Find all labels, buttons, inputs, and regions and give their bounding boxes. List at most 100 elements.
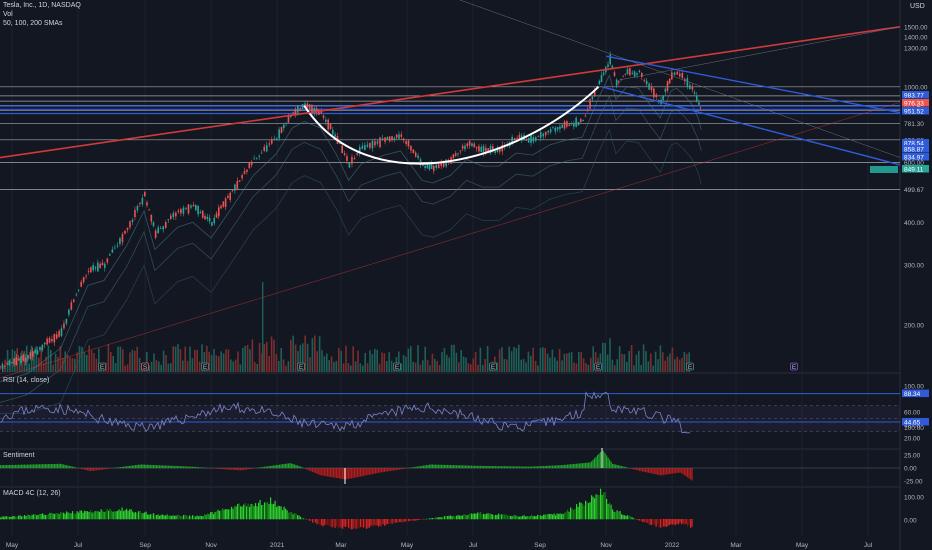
- macd-bar: [352, 519, 354, 529]
- earnings-marker: [297, 362, 305, 371]
- sentiment-bar: [645, 468, 647, 473]
- candle-body: [489, 146, 492, 154]
- macd-bar: [193, 516, 195, 520]
- candle-body: [552, 127, 554, 129]
- macd-bar: [51, 512, 53, 520]
- candle-body: [559, 126, 561, 129]
- macd-bar: [184, 514, 186, 520]
- volume-bar: [270, 336, 273, 372]
- volume-bar: [306, 343, 309, 372]
- candle-body: [260, 152, 263, 154]
- macd-bar: [118, 509, 120, 520]
- candle-body: [6, 363, 8, 365]
- candle-body: [87, 270, 90, 272]
- macd-bar: [480, 512, 482, 520]
- macd-bar: [30, 515, 32, 520]
- sentiment-bar: [687, 468, 689, 478]
- macd-axis-label: 0.00: [904, 518, 917, 525]
- x-tick-label: 2022: [665, 542, 680, 549]
- volume-bar: [426, 359, 429, 372]
- macd-bar: [3, 516, 5, 520]
- volume-bar: [50, 349, 52, 372]
- candle-body: [243, 171, 246, 174]
- macd-bar: [13, 515, 15, 520]
- candle-body: [589, 99, 591, 109]
- candle-body: [466, 143, 469, 147]
- macd-bar: [654, 519, 656, 525]
- volume-bar: [424, 346, 426, 372]
- candle-body: [258, 156, 260, 157]
- sentiment-bar: [538, 466, 540, 469]
- volume-bar: [338, 347, 340, 372]
- volume-bar: [234, 359, 237, 372]
- candle-body: [220, 205, 222, 209]
- candle-body: [537, 135, 540, 137]
- candle-body: [626, 69, 629, 74]
- volume-bar: [299, 344, 302, 372]
- macd-bar: [285, 508, 287, 520]
- macd-bar: [219, 510, 221, 520]
- volume-bar: [126, 364, 129, 372]
- candle-body: [63, 323, 65, 329]
- volume-bar: [616, 359, 618, 372]
- sentiment-bar: [447, 464, 449, 469]
- sentiment-bar: [520, 466, 522, 469]
- candle-body: [343, 153, 346, 156]
- sentiment-bar: [576, 463, 578, 469]
- macd-bar: [490, 513, 492, 520]
- volume-bar: [273, 339, 275, 372]
- volume-bar: [246, 344, 249, 372]
- volume-bar: [534, 360, 537, 372]
- candle-body: [577, 121, 580, 126]
- macd-bar: [145, 511, 147, 520]
- candle-body: [573, 123, 575, 127]
- sentiment-bar: [225, 468, 227, 470]
- macd-bar: [132, 511, 134, 520]
- volume-bar: [477, 364, 479, 372]
- macd-bar: [399, 519, 401, 523]
- price-tag-label: 976.33: [904, 100, 924, 107]
- macd-bar: [45, 515, 47, 520]
- sentiment-bar: [622, 466, 624, 469]
- volume-bar: [446, 354, 448, 372]
- macd-bar: [343, 519, 345, 527]
- macd-bar: [514, 515, 516, 520]
- sentiment-bar: [499, 466, 501, 469]
- x-tick-label: Mar: [335, 542, 347, 549]
- macd-bar: [297, 515, 299, 520]
- earnings-marker-label: S: [143, 364, 148, 371]
- macd-bar: [379, 519, 381, 526]
- volume-bar: [362, 365, 364, 372]
- sentiment-bar: [537, 466, 539, 469]
- candle-body: [287, 115, 290, 123]
- volume-bar: [506, 359, 508, 372]
- candle-body: [136, 206, 139, 211]
- candle-body: [480, 146, 483, 152]
- volume-bar: [155, 360, 158, 372]
- volume-bar: [390, 360, 393, 372]
- macd-bar: [303, 518, 305, 520]
- sentiment-bar: [108, 468, 110, 469]
- price-tag: [902, 107, 929, 115]
- candle-body: [471, 143, 473, 147]
- volume-bar: [510, 351, 513, 372]
- rsi-line: [0, 391, 690, 434]
- macd-bar: [637, 519, 639, 521]
- sentiment-bar: [459, 465, 461, 469]
- macd-bar: [373, 519, 375, 526]
- gray-fan-line: [621, 26, 901, 80]
- price-tag-label: 878.54: [904, 140, 924, 147]
- volume-bar: [18, 357, 21, 372]
- volume-bar: [249, 349, 251, 372]
- macd-bar: [262, 504, 264, 520]
- sentiment-bar: [234, 468, 236, 470]
- sentiment-bar: [387, 468, 389, 472]
- candle-body: [304, 103, 306, 106]
- sentiment-bar: [148, 464, 150, 469]
- sentiment-bar: [48, 464, 50, 469]
- sentiment-bar: [9, 464, 11, 469]
- candle-body: [285, 122, 287, 124]
- sentiment-bar: [580, 463, 582, 469]
- sentiment-bar: [600, 451, 602, 469]
